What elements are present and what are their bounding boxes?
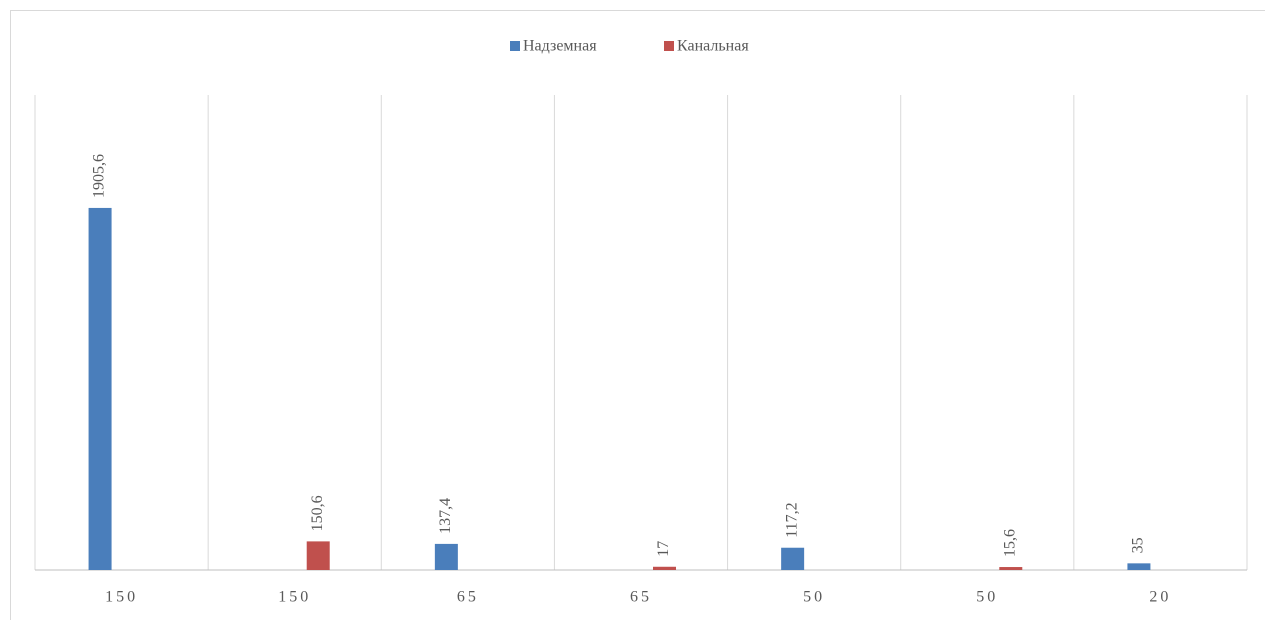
x-tick-label: 150 bbox=[105, 589, 138, 606]
bar bbox=[1127, 563, 1150, 570]
chart-border bbox=[11, 11, 1265, 621]
bar bbox=[435, 544, 458, 570]
x-tick-label: 150 bbox=[278, 589, 311, 606]
legend-label: Канальная bbox=[677, 38, 749, 55]
x-tick-label: 50 bbox=[803, 589, 825, 606]
legend-label: Надземная bbox=[523, 38, 597, 55]
bar bbox=[999, 567, 1022, 570]
data-label: 117,2 bbox=[783, 502, 800, 537]
data-label: 15,6 bbox=[1001, 529, 1018, 557]
legend-swatch bbox=[510, 41, 520, 51]
bar bbox=[653, 567, 676, 570]
bar bbox=[781, 548, 804, 570]
bar bbox=[89, 208, 112, 570]
x-tick-label: 50 bbox=[976, 589, 998, 606]
x-tick-label: 65 bbox=[457, 589, 479, 606]
x-tick-label: 20 bbox=[1149, 589, 1171, 606]
x-tick-label: 65 bbox=[630, 589, 652, 606]
data-label: 150,6 bbox=[309, 495, 326, 531]
bar bbox=[307, 541, 330, 570]
data-label: 17 bbox=[655, 541, 672, 557]
legend-swatch bbox=[664, 41, 674, 51]
data-label: 1905,6 bbox=[91, 154, 108, 198]
data-label: 35 bbox=[1130, 537, 1147, 553]
data-label: 137,4 bbox=[437, 498, 454, 534]
